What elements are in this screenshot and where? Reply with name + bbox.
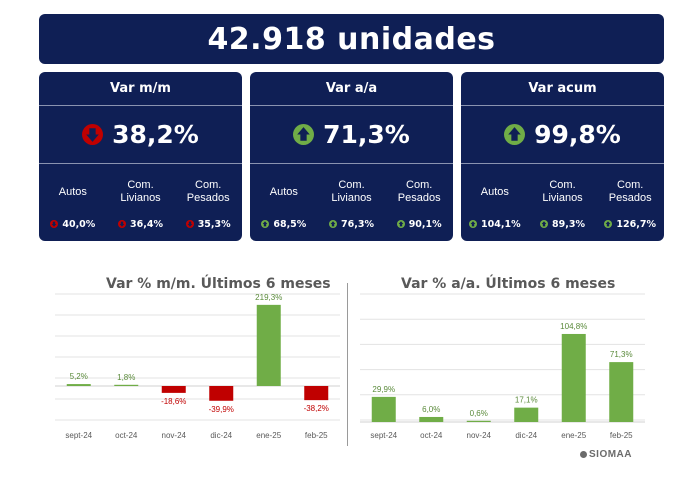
category-label: nov-24: [162, 431, 187, 440]
bar-nov-24: [161, 386, 186, 393]
arrow-up-icon: [469, 220, 478, 228]
card-var-aa: Var a/a 71,3% Autos 68,5% Com. Livianos 76…: [250, 72, 453, 241]
data-label: 1,8%: [117, 373, 135, 382]
category-label: ene-25: [256, 431, 281, 440]
total-units-title: 42.918 unidades: [207, 21, 496, 57]
arrow-up-icon: [604, 220, 613, 228]
sub-label: Com. Pesados: [397, 179, 441, 204]
bar-sept-24: [371, 396, 396, 422]
card-main-value: 38,2%: [39, 106, 242, 164]
chart-divider: [347, 283, 348, 446]
sub-autos: Autos 40,0%: [39, 164, 107, 241]
category-label: feb-25: [305, 431, 328, 440]
card-var-mm: Var m/m 38,2% Autos 40,0% Com. Livianos 36…: [39, 72, 242, 241]
data-label: 6,0%: [422, 405, 440, 414]
sub-label: Com. Pesados: [186, 179, 230, 204]
sub-value: 89,3%: [552, 218, 585, 230]
card-title: Var a/a: [250, 72, 453, 106]
arrow-down-icon: [50, 220, 59, 228]
bar-nov-24: [466, 420, 491, 422]
card-main-value-text: 99,8%: [534, 120, 621, 149]
category-label: oct-24: [420, 431, 443, 440]
arrow-down-icon: [185, 220, 194, 228]
category-label: dic-24: [210, 431, 232, 440]
category-label: dic-24: [515, 431, 537, 440]
arrow-up-icon: [540, 220, 549, 228]
sub-com-pesados: Com. Pesados 35,3%: [174, 164, 242, 241]
total-units-banner: 42.918 unidades: [39, 14, 664, 64]
arrow-up-icon: [396, 220, 405, 228]
data-label: 71,3%: [610, 350, 633, 359]
sub-value: 76,3%: [341, 218, 374, 230]
data-label: 29,9%: [372, 385, 395, 394]
card-title: Var m/m: [39, 72, 242, 106]
data-label: 17,1%: [515, 396, 538, 405]
sub-label: Autos: [480, 185, 509, 198]
bar-oct-24: [419, 416, 444, 422]
data-label: -39,9%: [209, 405, 234, 414]
sub-value: 68,5%: [273, 218, 307, 230]
sub-label: Com. Pesados: [608, 179, 652, 204]
bar-feb-25: [304, 386, 329, 401]
arrow-up-icon: [329, 220, 338, 228]
category-label: oct-24: [115, 431, 138, 440]
sub-label: Com. Livianos: [120, 179, 161, 204]
siomaa-logo: SIOMAA: [580, 449, 632, 460]
bar-dic-24: [209, 386, 234, 401]
card-main-value-text: 71,3%: [323, 120, 410, 149]
bar-oct-24: [114, 384, 139, 386]
card-var-acum: Var acum 99,8% Autos 104,1% Com. Livianos…: [461, 72, 664, 241]
chart-aa-title: Var % a/a. Últimos 6 meses: [401, 276, 616, 292]
chart-aa: 29,9% sept-24 6,0% oct-24 0,6% nov-24 17,1% dic…: [360, 293, 645, 440]
card-main-value: 99,8%: [461, 106, 664, 164]
card-main-value-text: 38,2%: [112, 120, 199, 149]
bar-ene-25: [561, 333, 586, 422]
card-main-value: 71,3%: [250, 106, 453, 164]
data-label: -18,6%: [161, 397, 186, 406]
sub-value: 126,7%: [616, 218, 656, 230]
sub-value: 40,0%: [62, 218, 96, 230]
category-label: ene-25: [561, 431, 586, 440]
arrow-up-icon: [261, 220, 270, 228]
chart-mm: 5,2% sept-24 1,8% oct-24 -18,6% nov-24 -39,9% d…: [55, 293, 340, 440]
data-label: 219,3%: [255, 293, 282, 302]
arrow-up-icon: [293, 124, 315, 145]
sub-autos: Autos 68,5%: [250, 164, 318, 241]
category-label: sept-24: [370, 431, 397, 440]
sub-label: Com. Livianos: [542, 179, 583, 204]
arrow-down-icon: [118, 220, 127, 228]
sub-com-pesados: Com. Pesados 90,1%: [385, 164, 453, 241]
data-label: 0,6%: [470, 409, 488, 418]
sub-value: 104,1%: [481, 218, 521, 230]
bar-ene-25: [256, 304, 281, 386]
chart-mm-title: Var % m/m. Últimos 6 meses: [106, 276, 331, 292]
bar-sept-24: [66, 384, 91, 386]
logo-dot-icon: [580, 451, 587, 458]
category-label: feb-25: [610, 431, 633, 440]
data-label: -38,2%: [304, 404, 329, 413]
sub-label: Com. Livianos: [331, 179, 372, 204]
bar-dic-24: [514, 407, 539, 422]
logo-text: SIOMAA: [589, 449, 632, 460]
sub-com-livianos: Com. Livianos 89,3%: [529, 164, 597, 241]
sub-com-livianos: Com. Livianos 36,4%: [107, 164, 175, 241]
card-title: Var acum: [461, 72, 664, 106]
sub-label: Autos: [269, 185, 298, 198]
arrow-up-icon: [504, 124, 526, 145]
data-label: 104,8%: [560, 322, 587, 331]
sub-autos: Autos 104,1%: [461, 164, 529, 241]
category-label: nov-24: [467, 431, 492, 440]
sub-value: 35,3%: [197, 218, 231, 230]
sub-value: 36,4%: [130, 218, 163, 230]
sub-label: Autos: [58, 185, 87, 198]
arrow-down-icon: [82, 124, 104, 145]
category-label: sept-24: [65, 431, 92, 440]
sub-com-pesados: Com. Pesados 126,7%: [596, 164, 664, 241]
bar-feb-25: [609, 362, 634, 422]
data-label: 5,2%: [70, 372, 88, 381]
sub-value: 90,1%: [408, 218, 442, 230]
sub-com-livianos: Com. Livianos 76,3%: [318, 164, 386, 241]
